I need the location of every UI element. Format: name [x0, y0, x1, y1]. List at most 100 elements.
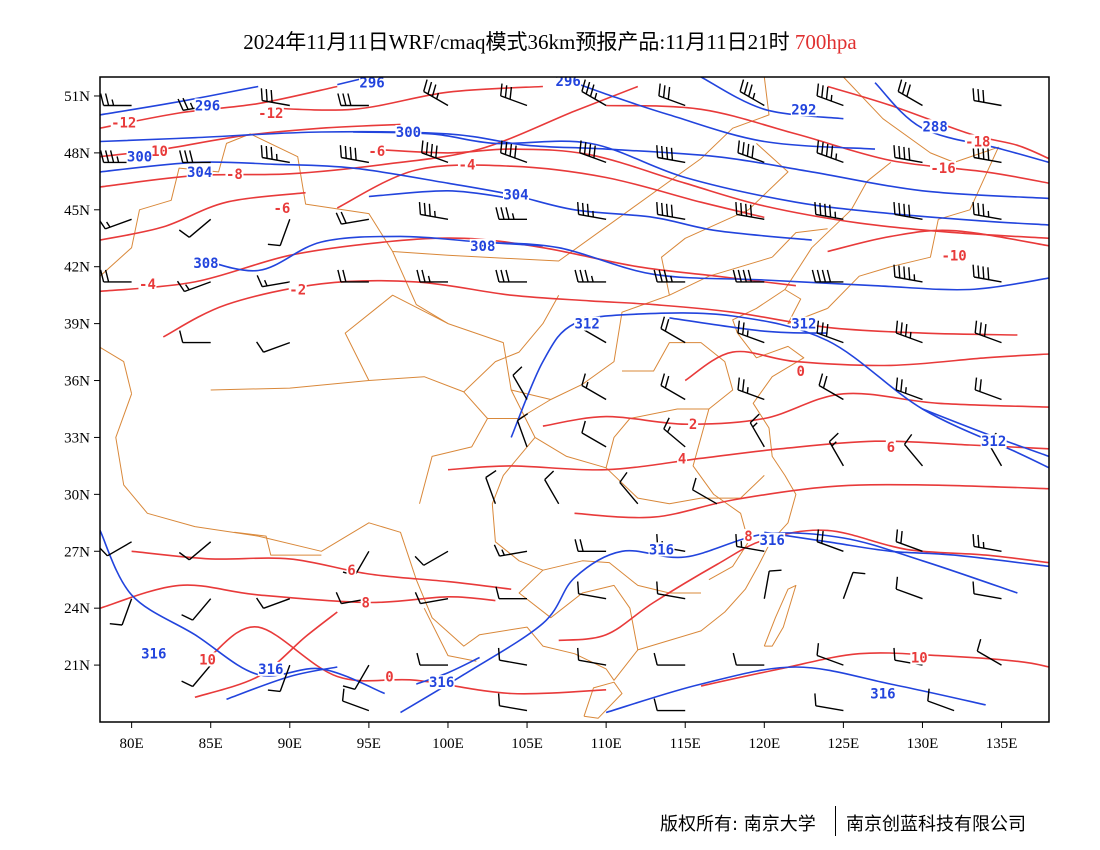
temperature-contour-label: -4	[459, 157, 476, 173]
temperature-contour-label: 0	[796, 364, 804, 380]
geopotential-contour-line	[416, 656, 480, 685]
geopotential-contour-line	[194, 235, 1049, 291]
lon-tick-label: 115E	[670, 736, 701, 752]
wind-barb	[581, 79, 607, 107]
wind-barb	[100, 541, 132, 557]
geopotential-contour-line	[400, 531, 1018, 714]
wind-barb	[653, 698, 686, 712]
wind-barb	[267, 664, 291, 693]
wind-barb	[972, 88, 1002, 107]
temperature-contour-label-bg	[457, 157, 476, 172]
wind-barb	[814, 202, 844, 220]
wind-barb	[739, 79, 765, 107]
wind-barb	[100, 269, 132, 283]
temperature-contour-label-bg	[288, 282, 307, 297]
geopotential-contour-label-bg	[555, 77, 582, 88]
wind-barb	[181, 664, 212, 688]
wind-barb	[256, 341, 291, 353]
wind-barb	[972, 145, 1002, 164]
wind-barb	[737, 320, 765, 344]
geopotential-contour-label-bg	[574, 316, 601, 331]
wind-barb	[811, 269, 844, 283]
geopotential-contour-label-bg	[257, 661, 284, 676]
wind-barb	[897, 79, 923, 107]
wind-barb	[976, 639, 1002, 666]
geopotential-contour-label: 296	[556, 74, 581, 90]
wind-barb	[732, 269, 765, 283]
geopotential-contour-label-bg	[140, 646, 167, 661]
wind-barb	[581, 373, 607, 401]
page-title: 2024年11月11日WRF/cmaq模式36km预报产品:11月11日21时 …	[0, 26, 1100, 56]
wind-barb	[337, 269, 369, 283]
temperature-contour-label-bg	[743, 529, 754, 544]
wind-barb	[577, 581, 607, 600]
wind-barb	[414, 550, 449, 566]
temperature-contour-line	[100, 237, 796, 293]
boundary-line	[692, 408, 749, 581]
wind-barb	[653, 652, 686, 666]
temperature-contour-label-bg	[198, 652, 217, 667]
wind-barb	[895, 320, 923, 344]
temperature-contour-label: 10	[911, 651, 928, 667]
wind-barb	[927, 688, 955, 712]
temperature-contour-label-bg	[346, 563, 357, 578]
temperature-contour-label: -6	[368, 144, 385, 160]
geopotential-contour-label: 300	[396, 125, 421, 141]
geopotential-contour-label: 312	[575, 317, 600, 333]
boundary-line	[763, 584, 797, 647]
wind-barb	[658, 83, 686, 107]
plot-frame	[99, 76, 1050, 723]
temperature-contour-label-bg	[930, 161, 957, 176]
wind-barb	[737, 140, 765, 164]
boundary-line	[605, 342, 734, 468]
temperature-contour-label-bg	[964, 134, 991, 149]
boundary-layer	[100, 77, 999, 719]
wind-barb	[577, 202, 607, 220]
wind-barb	[974, 320, 1002, 344]
wind-barb	[337, 93, 369, 107]
temperature-contour-label-bg	[795, 364, 806, 379]
wind-barb	[416, 652, 448, 666]
temperature-contour-line	[606, 104, 1049, 184]
geopotential-contour-label: 308	[470, 239, 495, 255]
wind-barb	[500, 83, 528, 107]
lon-tick-label: 105E	[511, 736, 543, 752]
wind-barb	[260, 88, 290, 107]
wind-barb	[260, 145, 290, 164]
temperature-contour-label-bg	[257, 106, 284, 121]
wind-barb	[828, 432, 845, 467]
geopotential-contour-label: 316	[258, 662, 283, 678]
wind-barb	[421, 140, 449, 164]
geopotential-contour-label: 312	[791, 317, 816, 333]
wind-barb	[972, 534, 1002, 552]
wind-barb	[816, 140, 844, 164]
wind-barb	[842, 571, 866, 599]
boundary-line	[234, 531, 322, 556]
lat-tick-label: 39N	[64, 317, 90, 333]
wind-barb	[660, 373, 686, 401]
geopotential-contours	[100, 77, 1049, 714]
wind-barb	[972, 264, 1002, 283]
boundary-line	[827, 77, 999, 309]
axes: 80E 85E 90E 95E 100E 105E 110E 115E 120E 125E 130E…	[64, 89, 1017, 752]
temperature-contour-label: 4	[678, 451, 686, 467]
wind-barb	[895, 529, 923, 552]
temperature-contour-label: 8	[362, 595, 370, 611]
wind-barb	[893, 264, 923, 283]
wind-barb	[256, 597, 291, 609]
lat-tick-label: 42N	[64, 260, 90, 276]
temperature-contour-label: -6	[273, 201, 290, 217]
wind-barb	[972, 581, 1002, 600]
temperature-contour-label-bg	[110, 115, 137, 130]
temperature-contour-label: 2	[689, 417, 697, 433]
wind-barb	[816, 529, 844, 552]
wind-barb	[893, 202, 923, 220]
wind-barb	[335, 211, 370, 225]
geopotential-contour-label-bg	[469, 238, 496, 253]
temperature-contour-label-bg	[272, 200, 291, 215]
wind-barb	[109, 598, 133, 626]
wind-barb	[341, 688, 370, 712]
geopotential-contour-label: 312	[981, 434, 1006, 450]
wind-barb	[178, 218, 212, 238]
